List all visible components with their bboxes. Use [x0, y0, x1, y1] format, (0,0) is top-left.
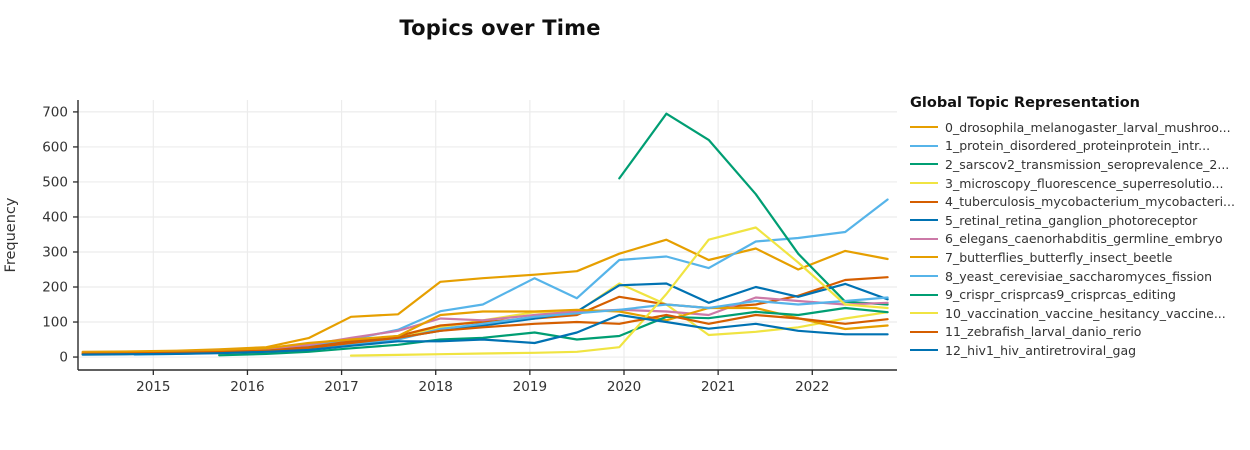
legend-swatch: [910, 275, 938, 278]
legend-swatch: [910, 312, 938, 315]
y-tick-label: 0: [59, 350, 68, 366]
legend-item-label: 9_crispr_crisprcas9_crisprcas_editing: [945, 287, 1176, 303]
x-tick-label: 2020: [607, 379, 641, 395]
legend-swatch: [910, 200, 938, 203]
legend-item-label: 8_yeast_cerevisiae_saccharomyces_fission: [945, 268, 1213, 284]
series-line-0[interactable]: [81, 238, 889, 353]
series-line-7[interactable]: [81, 306, 889, 354]
legend-item-label: 11_zebrafish_larval_danio_rerio: [945, 324, 1142, 340]
series-line-12[interactable]: [81, 313, 889, 356]
legend-swatch: [910, 256, 938, 259]
legend-swatch: [910, 163, 938, 166]
legend-items: 0_drosophila_melanogaster_larval_mushroo…: [910, 118, 1245, 360]
legend-swatch: [910, 219, 938, 222]
legend-item-3[interactable]: 3_microscopy_fluorescence_superresolutio…: [910, 174, 1245, 193]
legend-item-6[interactable]: 6_elegans_caenorhabditis_germline_embryo: [910, 230, 1245, 249]
x-tick-label: 2019: [513, 379, 547, 395]
legend-item-10[interactable]: 10_vaccination_vaccine_hesitancy_vaccine…: [910, 304, 1245, 323]
legend-item-2[interactable]: 2_sarscov2_transmission_seroprevalence_2…: [910, 155, 1245, 174]
y-tick-label: 500: [42, 174, 68, 190]
legend-swatch: [910, 330, 938, 333]
x-tick-label: 2021: [701, 379, 735, 395]
y-tick-label: 100: [42, 315, 68, 331]
x-tick-label: 2018: [419, 379, 453, 395]
legend-swatch: [910, 126, 938, 129]
legend-item-label: 5_retinal_retina_ganglion_photoreceptor: [945, 212, 1198, 228]
series-line-2[interactable]: [618, 112, 889, 306]
legend-item-1[interactable]: 1_protein_disordered_proteinprotein_intr…: [910, 137, 1245, 156]
legend-item-label: 3_microscopy_fluorescence_superresolutio…: [945, 175, 1224, 191]
legend-item-8[interactable]: 8_yeast_cerevisiae_saccharomyces_fission: [910, 267, 1245, 286]
legend-item-5[interactable]: 5_retinal_retina_ganglion_photoreceptor: [910, 211, 1245, 230]
legend-item-12[interactable]: 12_hiv1_hiv_antiretroviral_gag: [910, 341, 1245, 360]
legend-swatch: [910, 293, 938, 296]
legend: Global Topic Representation 0_drosophila…: [910, 95, 1245, 360]
legend-item-label: 6_elegans_caenorhabditis_germline_embryo: [945, 231, 1223, 247]
legend-item-11[interactable]: 11_zebrafish_larval_danio_rerio: [910, 323, 1245, 342]
legend-item-label: 2_sarscov2_transmission_seroprevalence_2…: [945, 156, 1230, 172]
legend-item-label: 7_butterflies_butterfly_insect_beetle: [945, 249, 1173, 265]
legend-item-9[interactable]: 9_crispr_crisprcas9_crisprcas_editing: [910, 285, 1245, 304]
y-tick-label: 600: [42, 139, 68, 155]
y-tick-label: 400: [42, 209, 68, 225]
legend-swatch: [910, 144, 938, 147]
legend-item-0[interactable]: 0_drosophila_melanogaster_larval_mushroo…: [910, 118, 1245, 137]
series-line-9[interactable]: [218, 306, 889, 357]
legend-item-label: 10_vaccination_vaccine_hesitancy_vaccine…: [945, 305, 1226, 321]
legend-item-7[interactable]: 7_butterflies_butterfly_insect_beetle: [910, 248, 1245, 267]
legend-swatch: [910, 349, 938, 352]
x-tick-label: 2016: [230, 379, 264, 395]
chart-title: Topics over Time: [399, 16, 601, 40]
y-tick-label: 200: [42, 280, 68, 296]
series-line-10[interactable]: [349, 226, 889, 357]
legend-item-label: 1_protein_disordered_proteinprotein_intr…: [945, 138, 1211, 154]
legend-swatch: [910, 237, 938, 240]
x-tick-label: 2015: [136, 379, 170, 395]
y-tick-label: 700: [42, 104, 68, 120]
legend-item-4[interactable]: 4_tuberculosis_mycobacterium_mycobacteri…: [910, 192, 1245, 211]
legend-item-label: 0_drosophila_melanogaster_larval_mushroo…: [945, 119, 1231, 135]
y-tick-label: 300: [42, 244, 68, 260]
legend-title: Global Topic Representation: [910, 95, 1140, 111]
legend-item-label: 4_tuberculosis_mycobacterium_mycobacteri…: [945, 194, 1235, 210]
legend-swatch: [910, 182, 938, 185]
x-tick-label: 2017: [324, 379, 358, 395]
x-tick-label: 2022: [795, 379, 829, 395]
legend-item-label: 12_hiv1_hiv_antiretroviral_gag: [945, 342, 1137, 358]
